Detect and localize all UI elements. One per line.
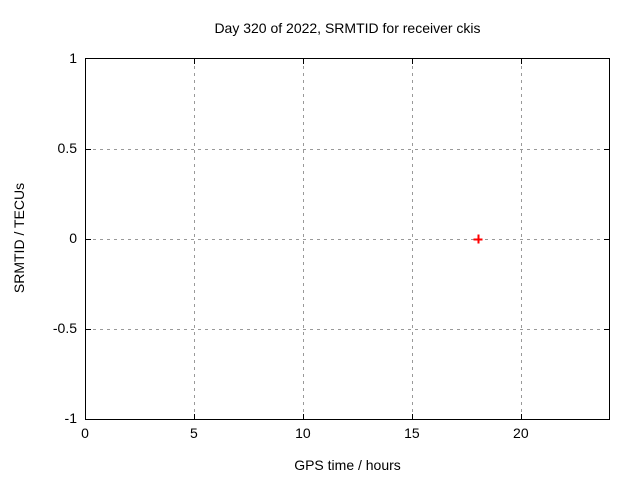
grid-line-horizontal (86, 148, 609, 150)
y-tick-label: 0 (69, 230, 77, 246)
x-tick-mark-top (303, 59, 305, 64)
y-tick-mark-left (86, 328, 91, 330)
y-tick-label: -0.5 (52, 320, 77, 336)
y-tick-label: 1 (69, 50, 77, 66)
plot-area (85, 58, 610, 420)
x-tick-mark-bottom (521, 414, 523, 419)
y-tick-mark-right (604, 238, 609, 240)
x-tick-mark-bottom (303, 414, 305, 419)
grid-line-horizontal (86, 238, 609, 240)
y-tick-label: 0.5 (57, 140, 77, 156)
y-tick-mark-right (604, 328, 609, 330)
x-tick-mark-top (412, 59, 414, 64)
grid-line-horizontal (86, 328, 609, 330)
x-tick-label: 0 (81, 425, 89, 441)
x-tick-mark-bottom (412, 414, 414, 419)
y-tick-label: -1 (64, 410, 77, 426)
x-tick-label: 10 (295, 425, 311, 441)
chart-title: Day 320 of 2022, SRMTID for receiver cki… (214, 20, 481, 36)
x-tick-label: 20 (513, 425, 529, 441)
y-tick-mark-right (604, 148, 609, 150)
x-tick-mark-top (194, 59, 196, 64)
x-axis-label: GPS time / hours (294, 457, 401, 473)
data-point-marker (473, 234, 483, 244)
x-tick-mark-top (521, 59, 523, 64)
y-tick-mark-left (86, 148, 91, 150)
x-tick-mark-bottom (194, 414, 196, 419)
y-tick-mark-left (86, 238, 91, 240)
x-tick-label: 5 (190, 425, 198, 441)
x-tick-label: 15 (404, 425, 420, 441)
